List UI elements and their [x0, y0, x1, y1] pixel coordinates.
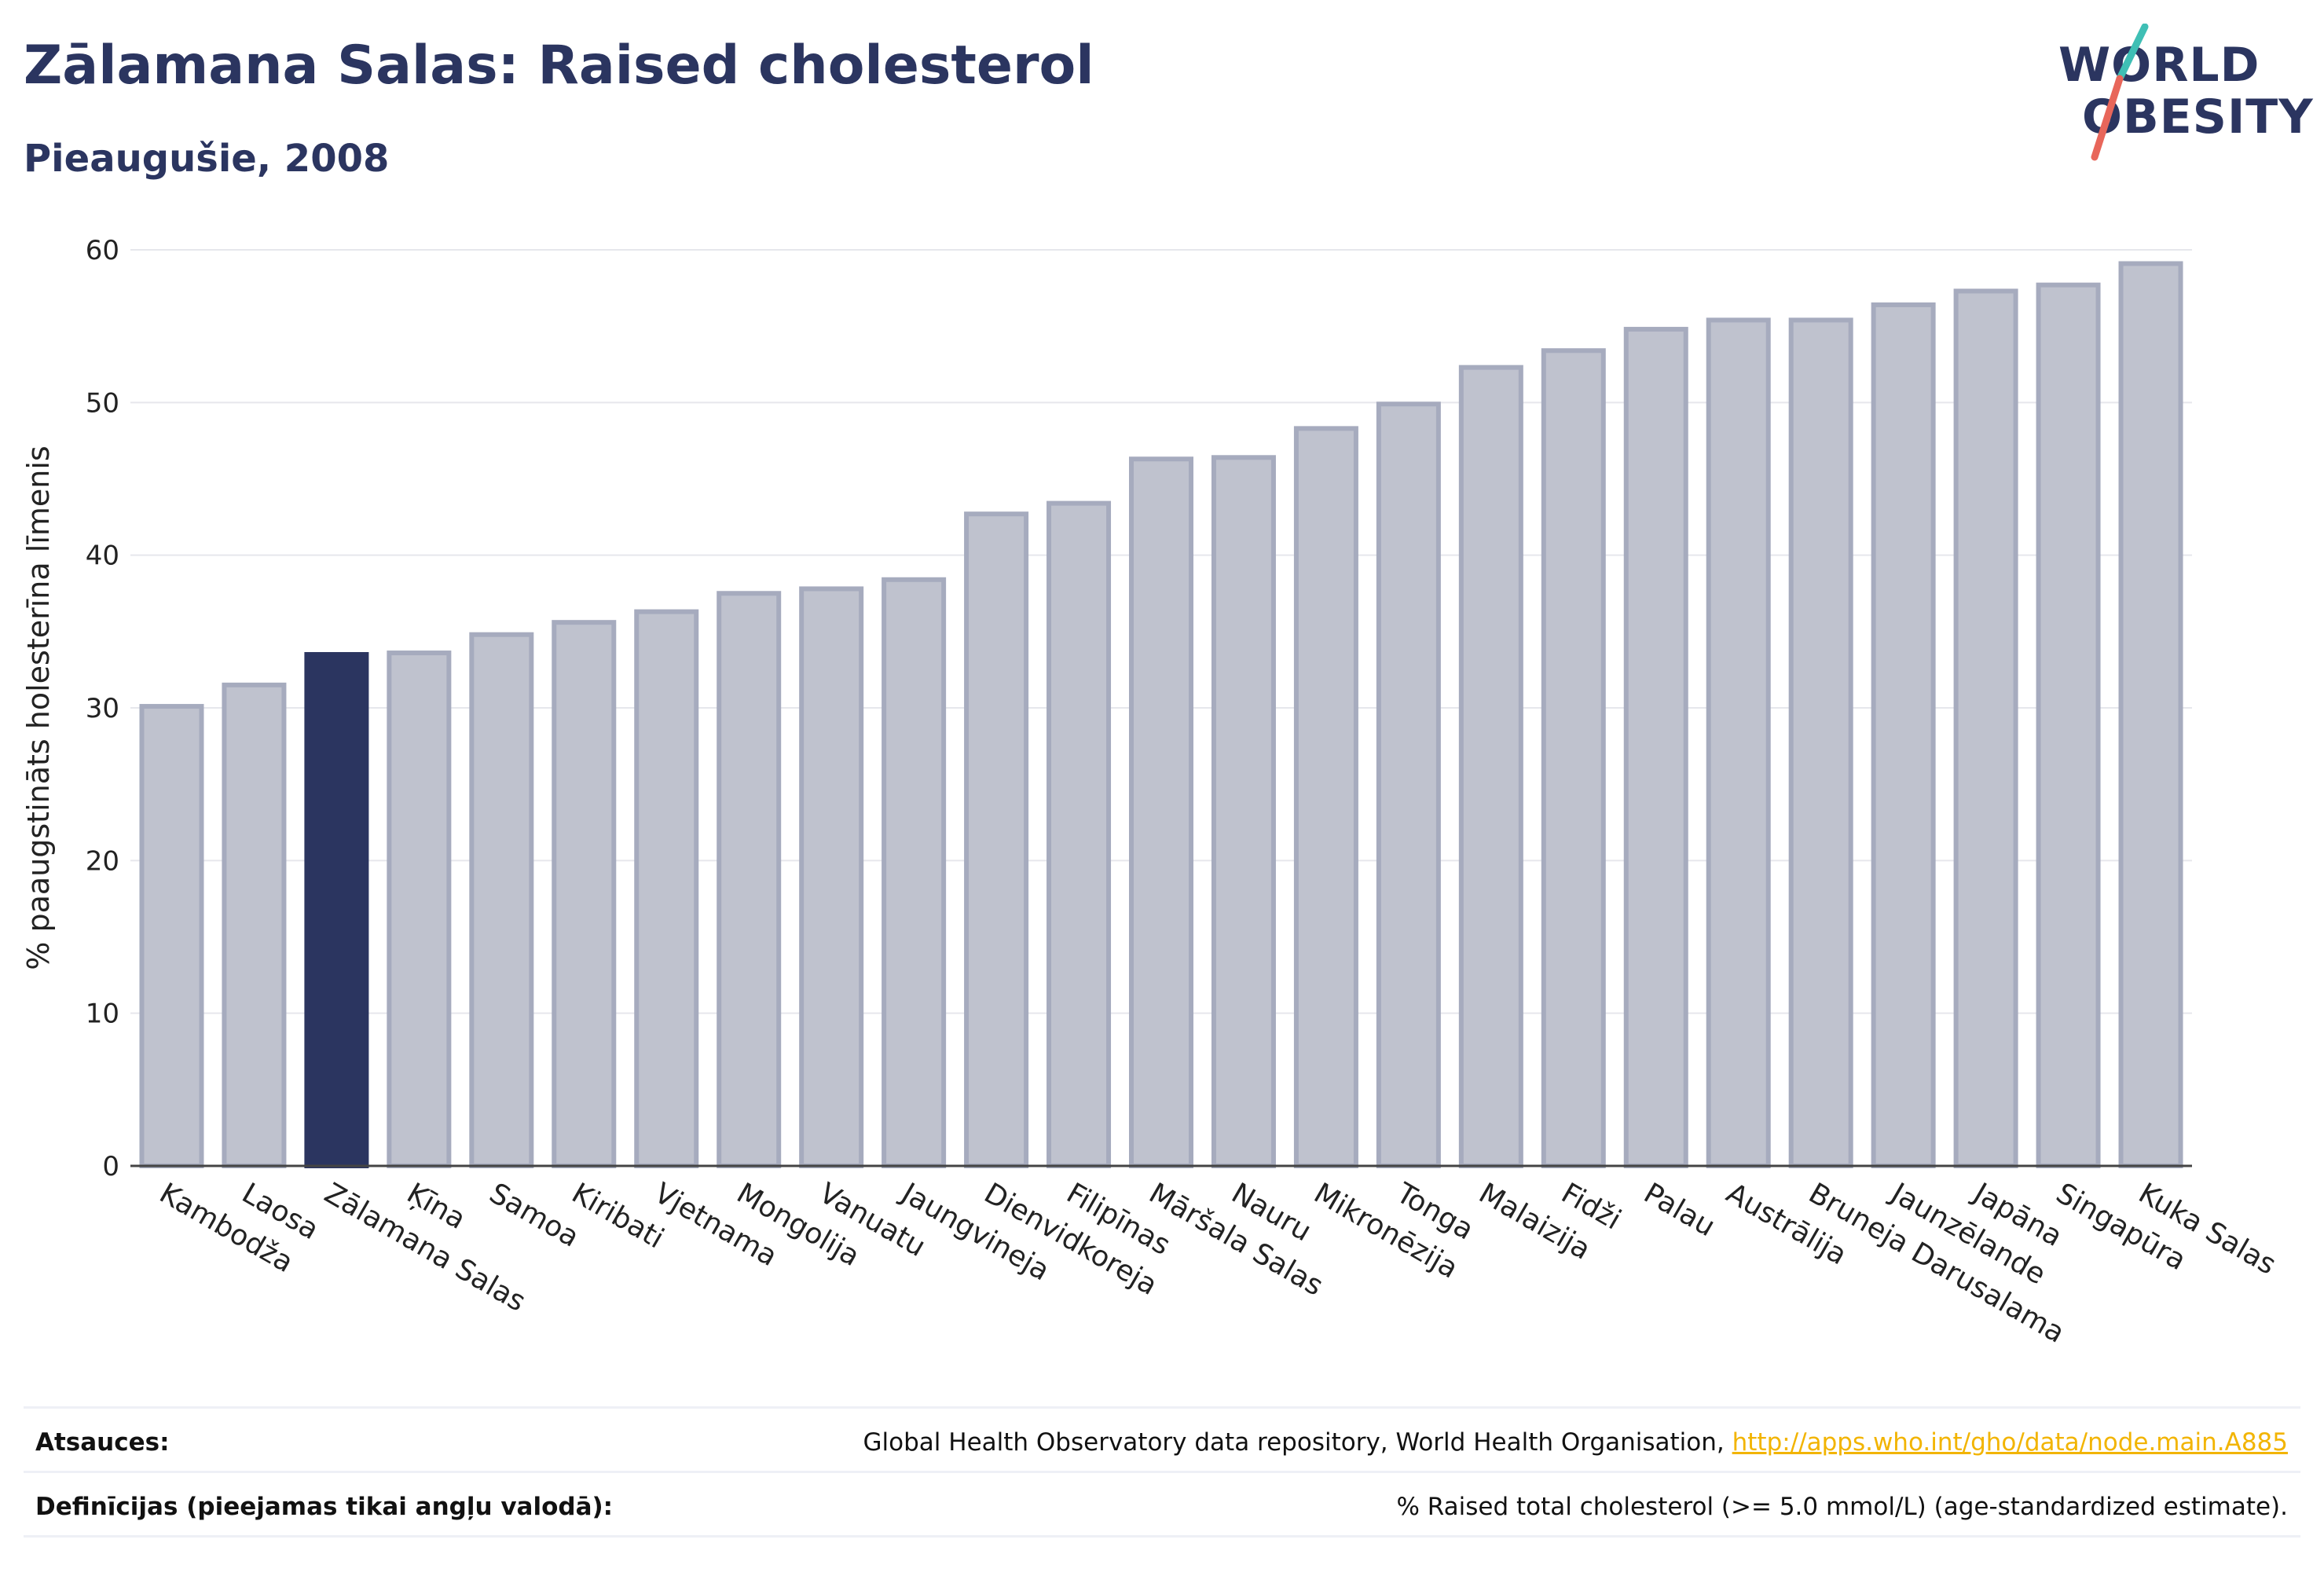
- sources-value: Global Health Observatory data repositor…: [863, 1428, 2288, 1457]
- bar: [1047, 500, 1112, 1168]
- logo-word-obesity: OBESITY: [2082, 90, 2314, 145]
- sources-label: Atsauces:: [35, 1428, 170, 1457]
- y-tick-label: 30: [86, 693, 119, 724]
- x-tick-label: Samoa: [484, 1177, 585, 1254]
- y-tick-label: 40: [86, 541, 119, 572]
- bar: [1541, 348, 1606, 1168]
- bar: [964, 511, 1029, 1168]
- x-tick-label: Kiribati: [566, 1177, 669, 1255]
- bar: [222, 682, 287, 1168]
- bar: [882, 577, 947, 1168]
- footer-divider-top: [24, 1406, 2300, 1409]
- y-tick-labels: 0 10 20 30 40 50 60: [86, 235, 119, 1182]
- sources-text: Global Health Observatory data repositor…: [863, 1428, 1732, 1457]
- bar: [634, 609, 699, 1168]
- world-obesity-logo: WORLD OBESITY: [2051, 24, 2313, 165]
- bar: [1458, 365, 1523, 1168]
- bar: [1293, 426, 1358, 1168]
- bar: [139, 704, 204, 1168]
- footer-divider-bottom: [24, 1535, 2300, 1538]
- bars: [139, 261, 2183, 1169]
- chart-title: Zālamana Salas: Raised cholesterol: [24, 35, 1094, 97]
- bar: [1706, 317, 1771, 1169]
- bar-highlighted: [304, 651, 369, 1168]
- bar: [1129, 456, 1193, 1168]
- bar: [1623, 327, 1688, 1168]
- bar: [2118, 261, 2183, 1168]
- bar: [2036, 282, 2101, 1168]
- definitions-text: % Raised total cholesterol (>= 5.0 mmol/…: [1396, 1493, 2288, 1521]
- bar: [717, 591, 782, 1168]
- y-tick-label: 60: [86, 235, 119, 266]
- bar: [1871, 302, 1936, 1169]
- bar: [799, 586, 864, 1168]
- y-tick-label: 20: [86, 845, 119, 877]
- y-tick-label: 50: [86, 387, 119, 419]
- y-tick-label: 10: [86, 999, 119, 1030]
- bar: [1211, 455, 1276, 1168]
- bar: [552, 620, 617, 1168]
- bar: [1788, 317, 1853, 1169]
- definitions-label: Definīcijas (pieejamas tikai angļu valod…: [35, 1493, 614, 1521]
- bar: [1376, 401, 1441, 1168]
- x-tick-label: Palau: [1638, 1177, 1721, 1243]
- y-axis-label: % paaugstināts holesterīna līmenis: [21, 445, 56, 969]
- bar: [387, 651, 452, 1168]
- footer-divider-middle: [24, 1471, 2300, 1473]
- logo-slash-icon: [2091, 24, 2149, 161]
- y-tick-label: 0: [102, 1151, 119, 1182]
- chart-subtitle: Pieaugušie, 2008: [24, 137, 390, 181]
- bar: [469, 632, 534, 1168]
- sources-link[interactable]: http://apps.who.int/gho/data/node.main.A…: [1732, 1428, 2288, 1457]
- logo-word-world: WORLD: [2058, 38, 2260, 93]
- bar: [1953, 288, 2018, 1169]
